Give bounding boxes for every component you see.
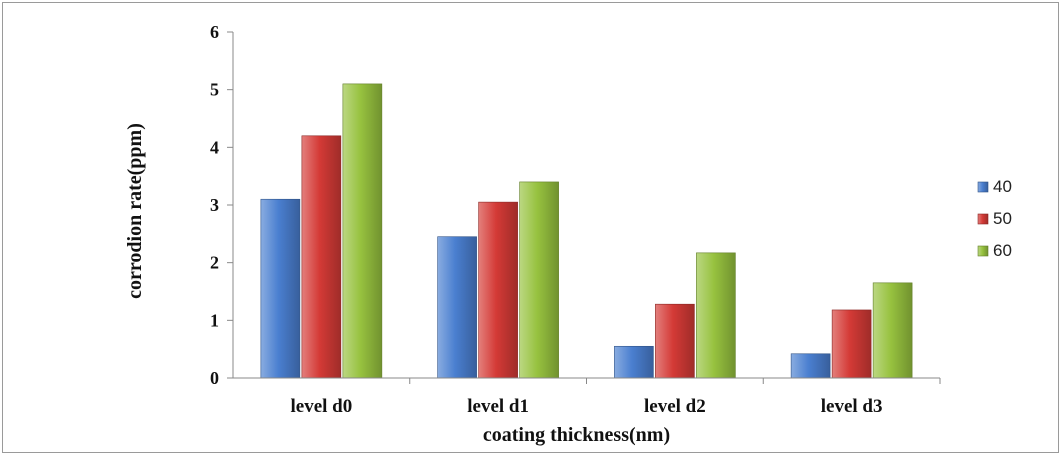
legend-label-50: 50 [993,209,1012,228]
bar-40-level-d1 [437,236,477,379]
y-axis-title: corrodion rate(ppm) [124,123,146,299]
bar-40-level-d0 [260,198,301,379]
legend-swatch-40 [977,181,989,193]
legend: 40 50 60 [977,177,1012,260]
legend-swatch-50 [977,213,989,225]
bar-50-level-d2 [655,303,695,379]
bar-chart: 0 1 2 3 4 5 6 level d0 level d1 level d2 level d3… [124,22,1012,446]
bar-40-level-d3 [790,353,831,379]
legend-label-40: 40 [993,177,1012,196]
y-tick-label: 1 [210,310,219,330]
legend-label-60: 60 [993,241,1012,260]
y-tick-label: 0 [210,368,219,388]
bar-60-level-d0 [342,83,383,379]
bars [260,83,913,379]
y-tick-label: 2 [210,253,219,273]
x-category-label: level d3 [821,396,883,417]
y-tick-label: 3 [210,195,219,215]
y-tick-label: 6 [210,22,219,42]
bar-60-level-d1 [519,181,559,379]
y-axis-ticks: 0 1 2 3 4 5 6 [210,22,233,388]
legend-swatch-60 [977,245,989,257]
x-category-label: level d2 [644,396,706,417]
bar-60-level-d2 [696,252,736,379]
x-category-label: level d0 [291,396,353,417]
bar-50-level-d0 [301,135,342,379]
bar-50-level-d1 [478,201,518,379]
bar-50-level-d3 [831,309,872,379]
bar-60-level-d3 [872,282,913,379]
x-category-label: level d1 [467,396,529,417]
bar-40-level-d2 [614,345,654,379]
y-tick-label: 4 [210,137,219,157]
x-axis-category-labels: level d0 level d1 level d2 level d3 [291,378,941,417]
y-tick-label: 5 [210,80,219,100]
x-axis-title: coating thickness(nm) [483,424,670,446]
